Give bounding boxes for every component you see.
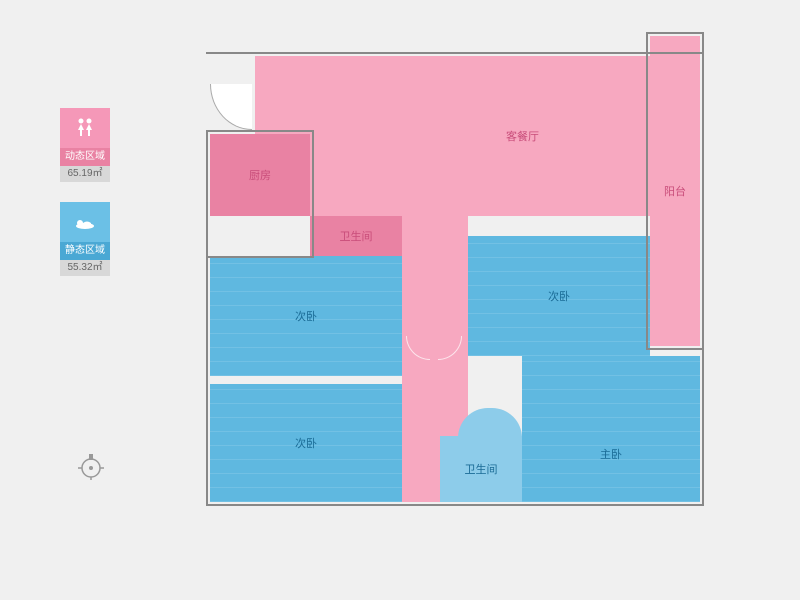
living-label: 客餐厅: [506, 128, 539, 144]
legend-panel: 动态区域 65.19㎡ 静态区域 55.32㎡: [60, 108, 115, 296]
outline-main-left: [206, 252, 208, 506]
room-bath1: 卫生间: [310, 216, 402, 256]
room-living: 客餐厅: [255, 56, 650, 216]
bed2a-label: 次卧: [295, 308, 317, 324]
outline-top: [250, 52, 650, 54]
people-icon: [73, 116, 97, 140]
room-balcony: 阳台: [650, 36, 700, 346]
dynamic-zone-icon: [60, 108, 110, 148]
static-zone-label: 静态区域: [60, 242, 110, 260]
static-zone-icon: [60, 202, 110, 242]
dynamic-zone-label: 动态区域: [60, 148, 110, 166]
kitchen-label: 厨房: [249, 167, 271, 183]
floorplan: 阳台 客餐厅 厨房 卫生间 次卧 次卧 次卧 主卧 卫生间: [200, 36, 740, 536]
compass-icon: [76, 450, 106, 480]
room-bath2: 卫生间: [440, 436, 522, 502]
dynamic-zone-value: 65.19㎡: [60, 166, 110, 182]
bed2c-label: 次卧: [295, 435, 317, 451]
static-zone-value: 55.32㎡: [60, 260, 110, 276]
entry-door-arc: [210, 84, 252, 130]
master-label: 主卧: [600, 446, 622, 462]
bath1-label: 卫生间: [340, 228, 373, 244]
bed2b-label: 次卧: [548, 288, 570, 304]
room-bed2a: 次卧: [210, 256, 402, 376]
room-kitchen: 厨房: [210, 134, 310, 216]
room-bed2c: 次卧: [210, 384, 402, 502]
balcony-label: 阳台: [664, 183, 686, 199]
room-bed2b: 次卧: [468, 236, 650, 356]
room-master: 主卧: [522, 356, 700, 502]
bath2-label: 卫生间: [465, 461, 498, 477]
sleep-icon: [73, 210, 97, 234]
